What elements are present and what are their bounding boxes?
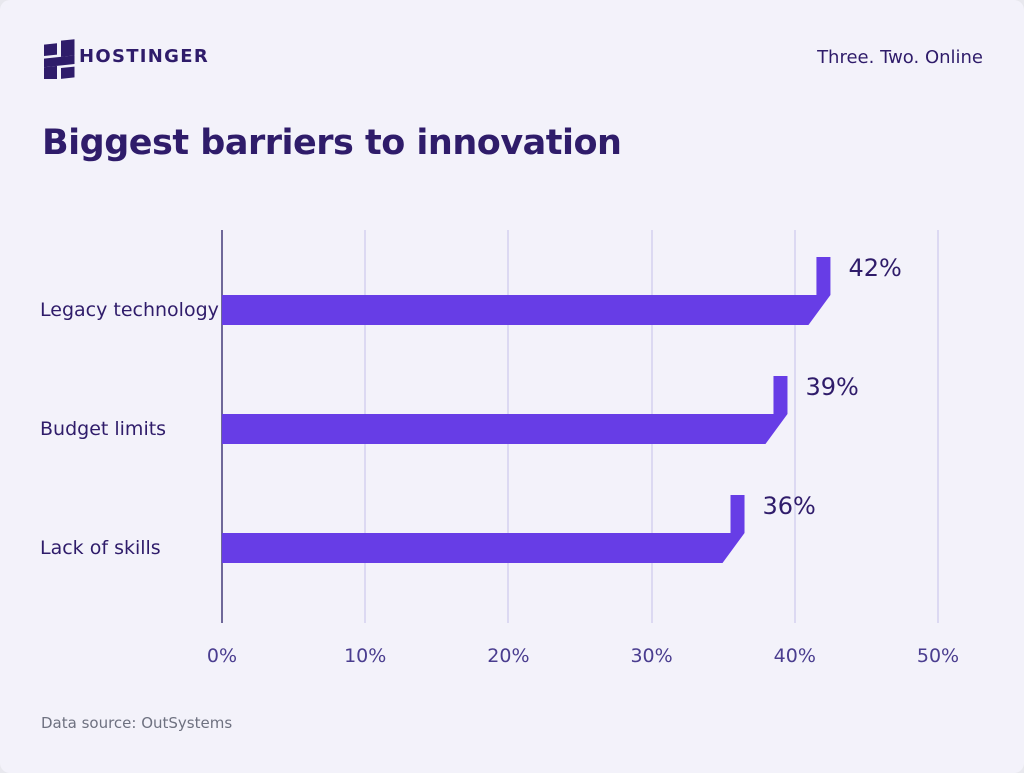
bar-3	[222, 495, 745, 563]
x-tick-label: 0%	[206, 645, 238, 667]
category-label: Lack of skills	[40, 537, 161, 559]
bar-2	[222, 376, 788, 444]
data-source-note: Data source: OutSystems	[41, 714, 233, 732]
category-label: Budget limits	[40, 418, 167, 440]
category-label: Legacy technology	[40, 299, 219, 321]
value-label: 42%	[848, 254, 902, 282]
gridline	[937, 230, 939, 623]
x-tick-label: 40%	[773, 645, 816, 667]
value-label: 39%	[805, 373, 859, 401]
brand-wordmark: HOSTINGER	[79, 46, 210, 67]
x-tick-label: 20%	[487, 645, 530, 667]
x-tick-label: 30%	[630, 645, 673, 667]
hostinger-h-icon	[44, 39, 75, 79]
gridline	[793, 230, 796, 623]
x-tick-label: 10%	[344, 645, 387, 667]
bar-1	[222, 257, 831, 325]
value-label: 36%	[762, 492, 816, 520]
page-title: Biggest barriers to innovation	[42, 123, 622, 163]
x-tick-label: 50%	[916, 645, 960, 667]
brand-tagline: Three. Two. Online	[817, 47, 983, 68]
